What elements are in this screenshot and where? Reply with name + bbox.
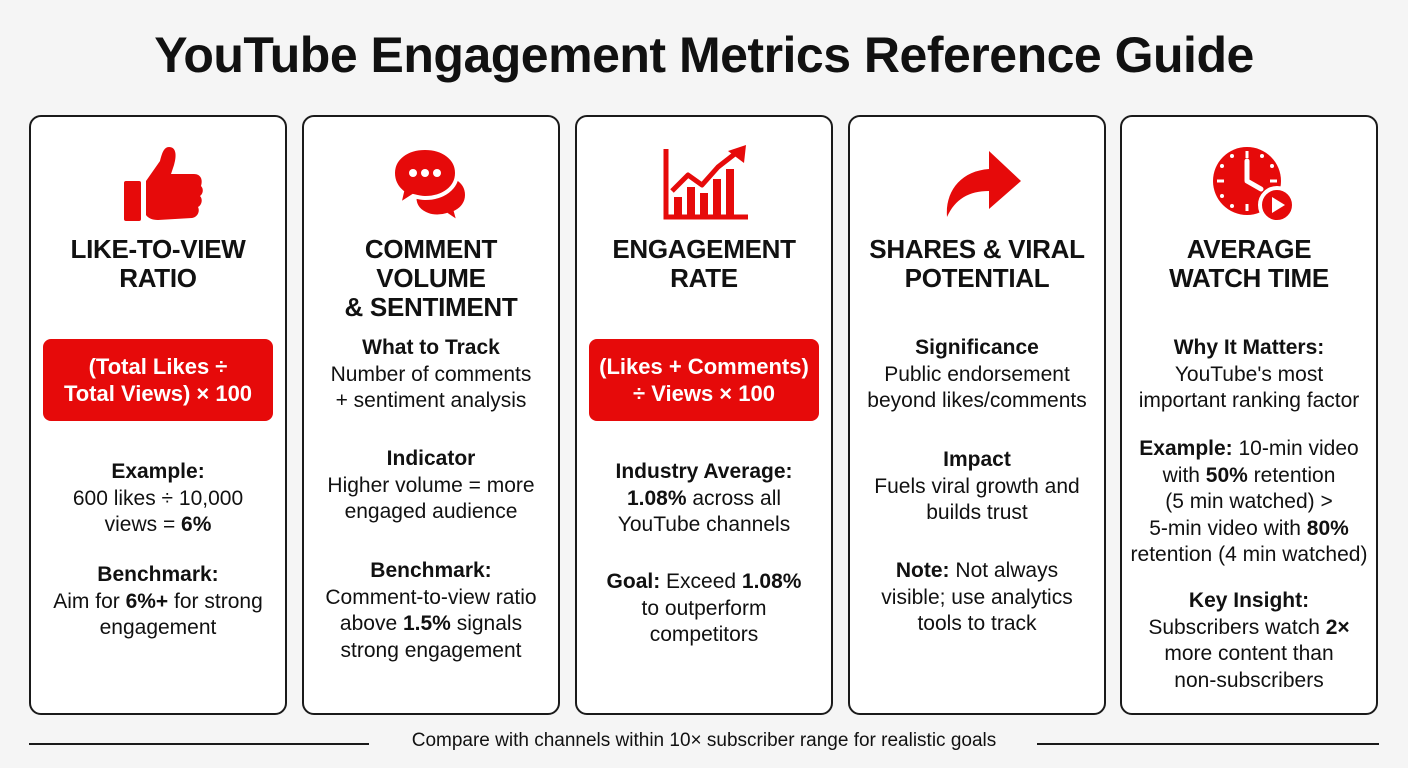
page-title: YouTube Engagement Metrics Reference Gui… <box>154 27 1254 83</box>
footer-divider-right <box>1037 743 1379 745</box>
footer-note: Compare with channels within 10× subscri… <box>0 730 1408 752</box>
formula-box: (Total Likes ÷ Total Views) × 100 <box>43 339 273 421</box>
note-section: Note: Not always visible; use analytics … <box>881 559 1073 635</box>
benchmark-section: Benchmark: Aim for 6%+ for strong engage… <box>53 563 263 639</box>
thumbs-up-icon <box>110 143 210 225</box>
significance-section: Significance Public endorsement beyond l… <box>867 336 1087 412</box>
chat-bubbles-icon <box>383 143 483 228</box>
card-shares-viral: SHARES & VIRAL POTENTIAL Significance Pu… <box>848 115 1106 715</box>
why-it-matters-section: Why It Matters: YouTube's most important… <box>1138 336 1360 412</box>
indicator-section: Indicator Higher volume = more engaged a… <box>327 447 535 523</box>
benchmark-section: Benchmark: Comment-to-view ratio above 1… <box>325 559 537 662</box>
impact-section: Impact Fuels viral growth and builds tru… <box>874 448 1080 524</box>
card-title: COMMENT VOLUME & SENTIMENT <box>344 234 518 322</box>
example-section: Example: 10-min video with 50% retention… <box>1130 437 1368 566</box>
card-title: ENGAGEMENT RATE <box>612 234 796 293</box>
growth-chart-icon <box>656 143 756 225</box>
card-title: LIKE-TO-VIEW RATIO <box>70 234 246 293</box>
formula-box: (Likes + Comments) ÷ Views × 100 <box>589 339 819 421</box>
key-insight-section: Key Insight: Subscribers watch 2× more c… <box>1148 589 1350 692</box>
what-to-track-section: What to Track Number of comments + senti… <box>330 336 532 412</box>
card-average-watch-time: AVERAGE WATCH TIME Why It Matters: YouTu… <box>1120 115 1378 715</box>
share-arrow-icon <box>929 143 1029 225</box>
card-comment-volume: COMMENT VOLUME & SENTIMENT What to Track… <box>302 115 560 715</box>
clock-play-icon <box>1201 143 1301 225</box>
example-section: Example: 600 likes ÷ 10,000 views = 6% <box>72 460 244 536</box>
card-like-to-view-ratio: LIKE-TO-VIEW RATIO (Total Likes ÷ Total … <box>29 115 287 715</box>
metrics-cards: LIKE-TO-VIEW RATIO (Total Likes ÷ Total … <box>29 115 1379 715</box>
industry-average-section: Industry Average: 1.08% across all YouTu… <box>615 460 793 536</box>
card-engagement-rate: ENGAGEMENT RATE (Likes + Comments) ÷ Vie… <box>575 115 833 715</box>
footer-divider-left <box>29 743 369 745</box>
card-title: SHARES & VIRAL POTENTIAL <box>869 234 1085 293</box>
goal-section: Goal: Exceed 1.08% to outperform competi… <box>606 570 802 646</box>
card-title: AVERAGE WATCH TIME <box>1169 234 1329 293</box>
